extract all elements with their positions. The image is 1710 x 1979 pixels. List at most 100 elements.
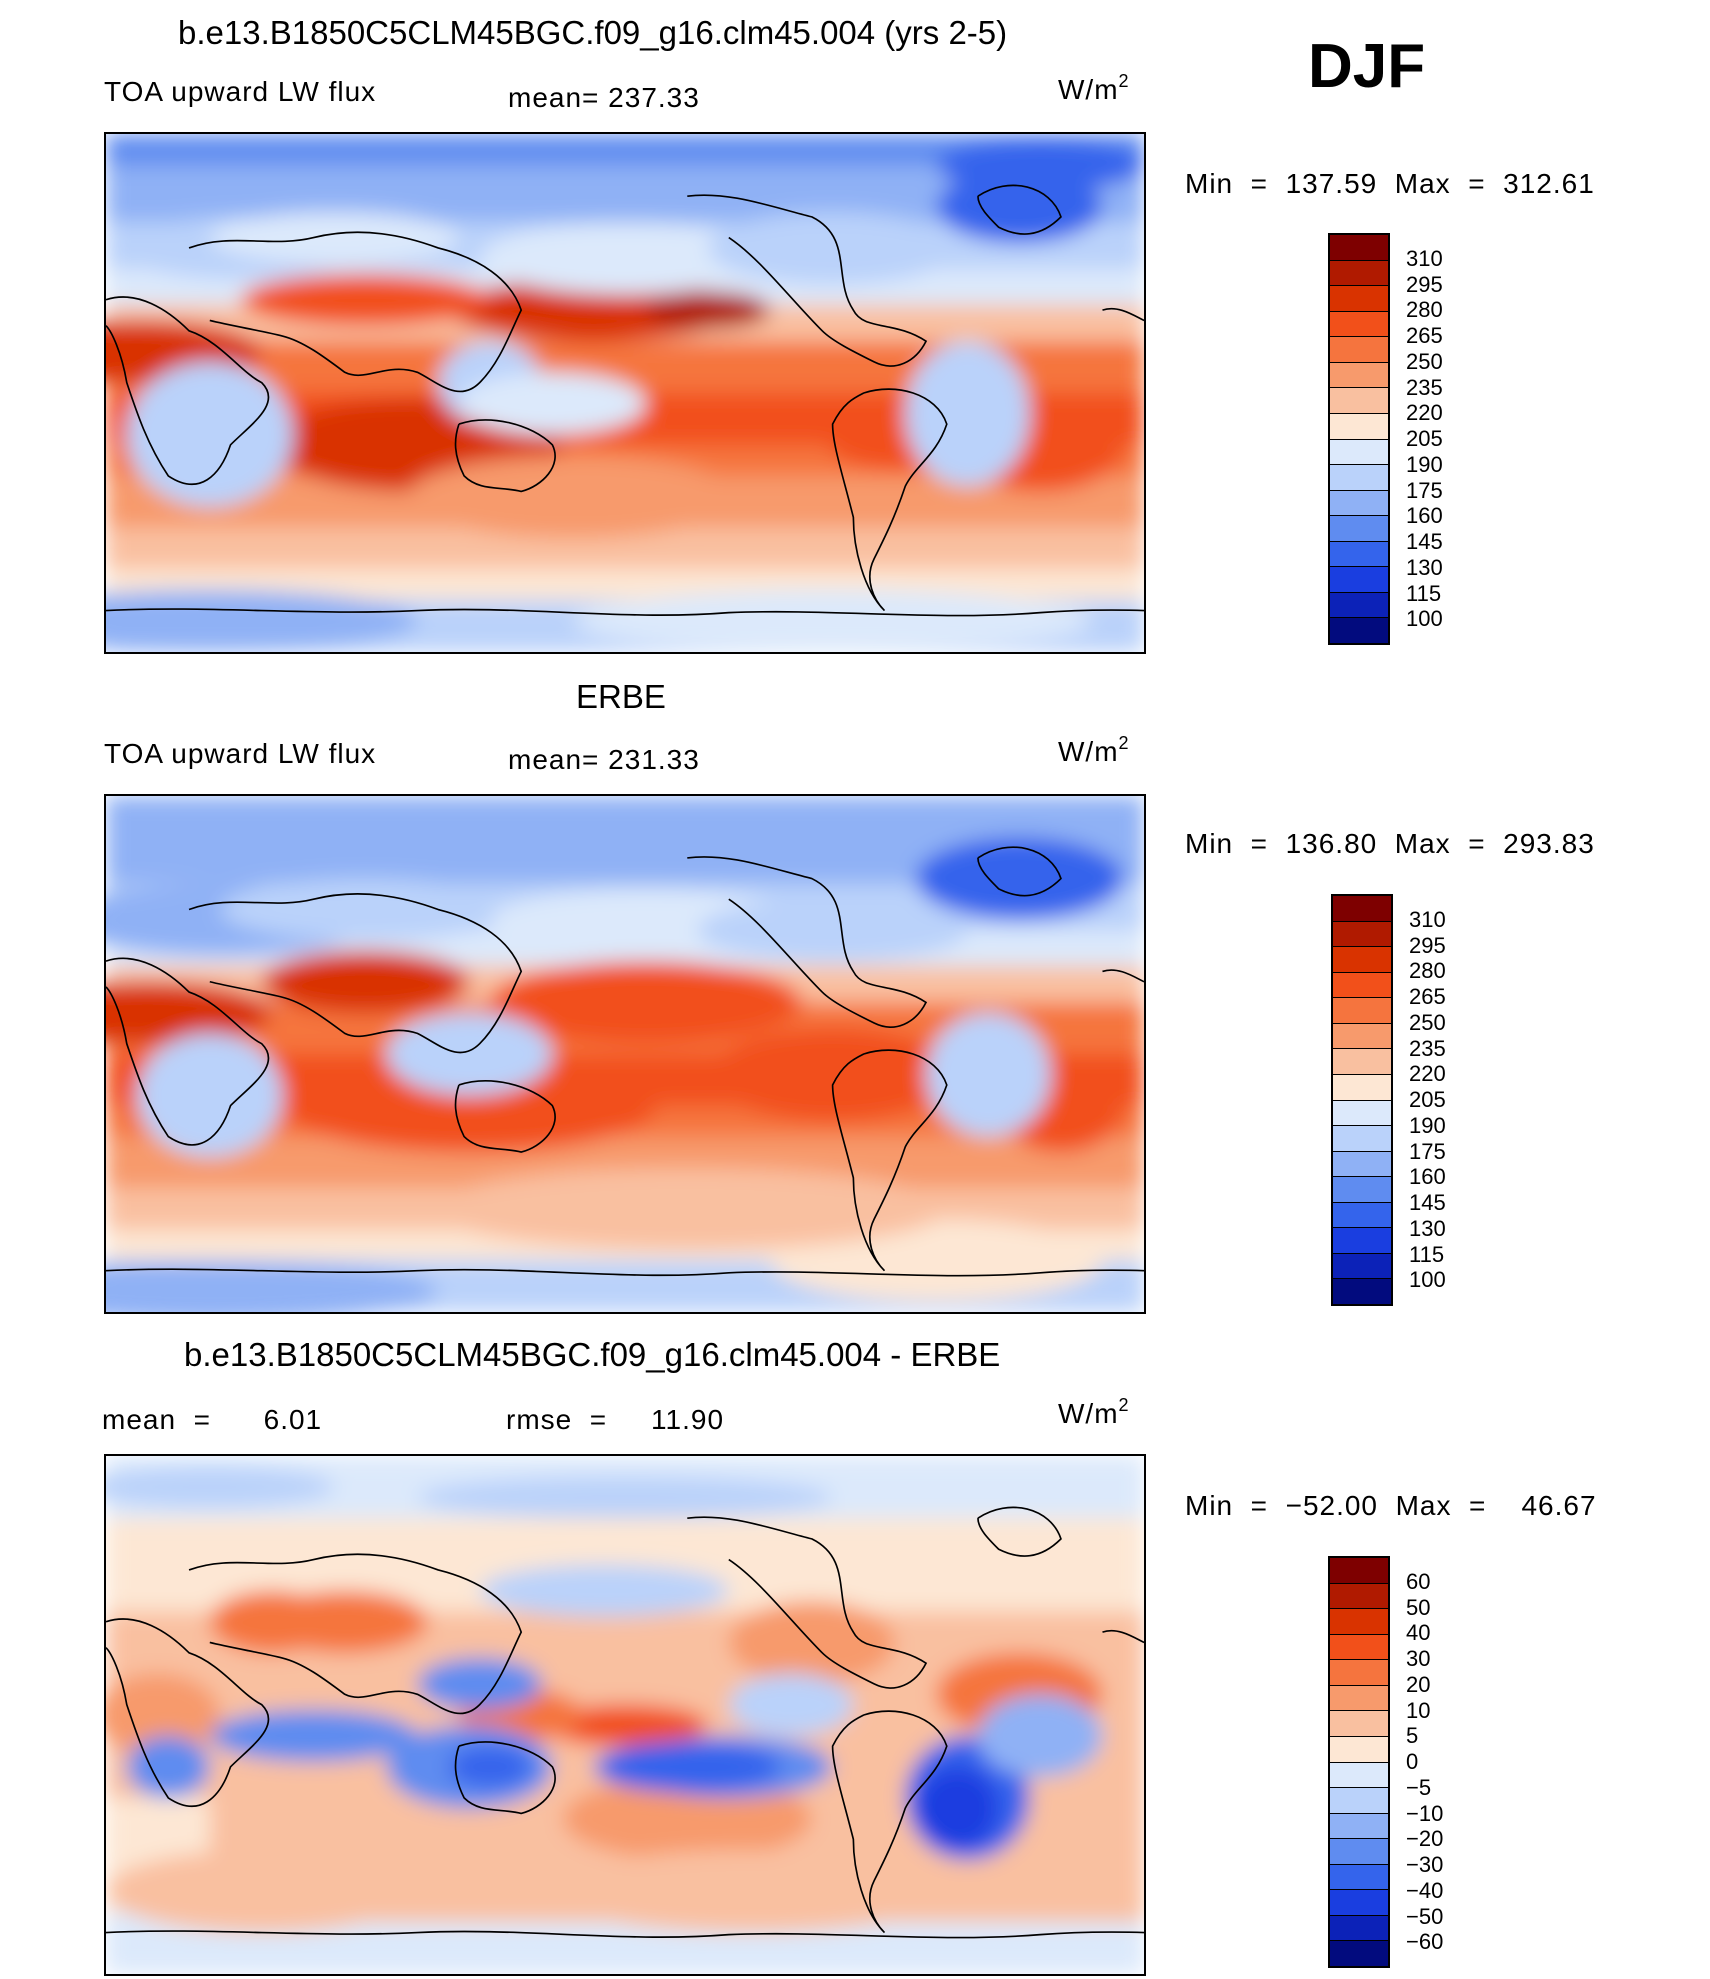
colorbar-tick-label: 0	[1406, 1749, 1419, 1774]
colorbar-tick-label: 190	[1409, 1112, 1446, 1138]
colorbar-swatch	[1333, 921, 1391, 948]
colorbar-swatch	[1333, 972, 1391, 999]
panel1-mean-label: mean= 237.33	[508, 82, 700, 113]
colorbar-tick-label: 280	[1406, 297, 1443, 323]
colorbar-swatch	[1330, 1941, 1388, 1966]
colorbar-tick-label: 250	[1406, 348, 1443, 374]
colorbar-tick-label: 220	[1409, 1061, 1446, 1087]
colorbar-tick-label: −10	[1406, 1800, 1444, 1826]
colorbar-tick-label: 115	[1409, 1241, 1445, 1267]
colorbar-swatch	[1330, 1864, 1388, 1891]
colorbar-swatch	[1330, 413, 1388, 440]
colorbar-tick-label: −40	[1406, 1877, 1444, 1903]
colorbar-tick-label: 115	[1406, 580, 1442, 606]
colorbar-swatch	[1330, 490, 1388, 517]
panel2-title: ERBE	[576, 678, 666, 715]
panel3-unit-label: W/m2	[1058, 1395, 1130, 1429]
panel1-contour-field	[106, 134, 1144, 652]
colorbar-tick-label: 160	[1409, 1164, 1446, 1190]
colorbar-swatch	[1333, 1177, 1391, 1203]
colorbar-swatch	[1333, 998, 1391, 1024]
coastlines	[106, 846, 1144, 1277]
colorbar-tick-label: 295	[1406, 271, 1443, 297]
colorbar-swatch	[1330, 1583, 1388, 1610]
panel3-contour-field	[106, 1456, 1144, 1974]
colorbar-swatch	[1333, 1100, 1391, 1127]
panel2-colorbar	[1331, 894, 1393, 1306]
colorbar-swatch	[1333, 1202, 1391, 1229]
panel1-map	[104, 132, 1146, 654]
panel2-map	[104, 794, 1146, 1314]
colorbar-tick-label: −5	[1406, 1774, 1432, 1800]
panel1-unit-label: W/m2	[1058, 71, 1130, 105]
colorbar-swatch	[1330, 1609, 1388, 1635]
colorbar-tick-label: 145	[1409, 1190, 1446, 1215]
panel2-unit-label: W/m2	[1058, 733, 1130, 767]
colorbar-swatch	[1330, 1711, 1388, 1737]
colorbar-tick-label: 160	[1406, 503, 1443, 529]
colorbar-tick-label: 10	[1406, 1697, 1431, 1723]
colorbar-tick-label: 205	[1406, 426, 1443, 451]
colorbar-tick-label: 205	[1409, 1087, 1446, 1112]
coastlines	[106, 1506, 1144, 1939]
panel1-title: b.e13.B1850C5CLM45BGC.f09_g16.clm45.004 …	[178, 14, 1008, 51]
colorbar-swatch	[1330, 337, 1388, 363]
colorbar-tick-label: 30	[1406, 1646, 1431, 1671]
colorbar-tick-label: −50	[1406, 1903, 1444, 1929]
colorbar-swatch	[1333, 1253, 1391, 1280]
colorbar-tick-label: 190	[1406, 451, 1443, 477]
colorbar-swatch	[1333, 1228, 1391, 1254]
colorbar-swatch	[1333, 1126, 1391, 1152]
colorbar-tick-label: 175	[1409, 1138, 1446, 1164]
colorbar-swatch	[1333, 1023, 1391, 1050]
colorbar-swatch	[1333, 947, 1391, 973]
colorbar-swatch	[1330, 1558, 1388, 1584]
colorbar-tick-label: −60	[1406, 1929, 1444, 1955]
colorbar-swatch	[1330, 516, 1388, 542]
colorbar-swatch	[1333, 896, 1391, 922]
colorbar-tick-label: −30	[1406, 1852, 1444, 1877]
colorbar-swatch	[1330, 1813, 1388, 1840]
colorbar-swatch	[1330, 1788, 1388, 1814]
colorbar-tick-label: 310	[1409, 906, 1446, 932]
colorbar-swatch	[1330, 1762, 1388, 1789]
colorbar-tick-label: 250	[1409, 1009, 1446, 1035]
colorbar-tick-label: 130	[1406, 554, 1443, 580]
colorbar-swatch	[1330, 311, 1388, 338]
colorbar-swatch	[1330, 1736, 1388, 1763]
colorbar-tick-label: 235	[1406, 374, 1443, 400]
panel3-colorbar	[1328, 1556, 1390, 1968]
colorbar-swatch	[1330, 235, 1388, 261]
colorbar-tick-label: 60	[1406, 1568, 1431, 1594]
colorbar-swatch	[1330, 1660, 1388, 1686]
colorbar-tick-label: −20	[1406, 1826, 1444, 1852]
colorbar-swatch	[1330, 465, 1388, 491]
panel3-map	[104, 1454, 1146, 1976]
colorbar-swatch	[1330, 1915, 1388, 1942]
colorbar-swatch	[1330, 592, 1388, 619]
colorbar-swatch	[1330, 1634, 1388, 1661]
colorbar-tick-label: 5	[1406, 1723, 1419, 1749]
colorbar-tick-label: 280	[1409, 958, 1446, 984]
colorbar-swatch	[1333, 1151, 1391, 1178]
colorbar-swatch	[1333, 1074, 1391, 1101]
panel2-variable-label: TOA upward LW flux	[104, 738, 377, 769]
panel3-minmax: Min = −52.00 Max = 46.67	[1185, 1490, 1597, 1521]
panel2-minmax: Min = 136.80 Max = 293.83	[1185, 828, 1595, 859]
colorbar-swatch	[1330, 1685, 1388, 1712]
colorbar-swatch	[1330, 1839, 1388, 1865]
colorbar-tick-label: 50	[1406, 1594, 1431, 1620]
colorbar-tick-label: 100	[1406, 606, 1443, 632]
colorbar-swatch	[1330, 260, 1388, 287]
panel3-title: b.e13.B1850C5CLM45BGC.f09_g16.clm45.004 …	[184, 1336, 1001, 1373]
colorbar-tick-label: 265	[1409, 984, 1446, 1009]
colorbar-tick-label: 145	[1406, 529, 1443, 554]
colorbar-tick-label: 235	[1409, 1035, 1446, 1061]
panel3-mean-label: mean = 6.01	[102, 1404, 323, 1435]
colorbar-tick-label: 100	[1409, 1267, 1446, 1293]
colorbar-swatch	[1330, 439, 1388, 466]
colorbar-swatch	[1330, 1890, 1388, 1916]
colorbar-swatch	[1330, 362, 1388, 389]
panel2-contour-field	[106, 796, 1144, 1312]
colorbar-swatch	[1333, 1279, 1391, 1304]
